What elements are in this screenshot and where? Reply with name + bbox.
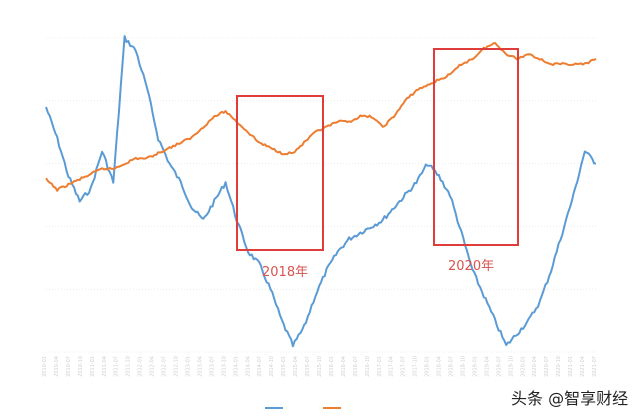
- x-tick-label: 2012-07: [162, 356, 168, 377]
- x-tick-label: 2013-04: [197, 356, 203, 377]
- x-tick-label: 2010-10: [78, 356, 84, 377]
- x-tick-label: 2017-10: [413, 356, 419, 377]
- x-tick-label: 2020-04: [532, 356, 538, 377]
- x-tick-label: 2014-10: [269, 356, 275, 377]
- x-tick-label: 2020-07: [544, 356, 550, 377]
- x-tick-label: 2014-04: [245, 356, 251, 377]
- series-lines: [45, 35, 597, 348]
- x-tick-label: 2021-04: [580, 356, 586, 377]
- x-tick-label: 2017-07: [401, 356, 407, 377]
- watermark-text: 头条 @智享财经: [511, 389, 628, 408]
- x-tick-label: 2015-10: [317, 356, 323, 377]
- highlight-box-2018: [236, 95, 324, 251]
- x-tick-label: 2016-07: [353, 356, 359, 377]
- x-tick-label: 2015-07: [305, 356, 311, 377]
- x-tick-label: 2019-04: [484, 356, 490, 377]
- x-tick-label: 2010-04: [54, 356, 60, 377]
- gridlines: [46, 37, 596, 353]
- x-tick-label: 2016-10: [365, 356, 371, 377]
- x-tick-label: 2012-10: [174, 356, 180, 377]
- x-tick-label: 2018-04: [437, 356, 443, 377]
- x-tick-label: 2016-01: [329, 356, 335, 377]
- x-tick-label: 2018-01: [425, 356, 431, 377]
- x-tick-label: 2013-10: [221, 356, 227, 377]
- x-tick-label: 2011-07: [114, 356, 120, 377]
- x-tick-label: 2021-07: [592, 356, 598, 377]
- x-tick-label: 2010-01: [42, 356, 48, 377]
- x-tick-label: 2012-04: [150, 356, 156, 377]
- x-tick-label: 2016-04: [341, 356, 347, 377]
- x-tick-label: 2019-01: [472, 356, 478, 377]
- x-tick-label: 2013-07: [209, 356, 215, 377]
- x-tick-label: 2011-04: [102, 356, 108, 377]
- x-tick-label: 2015-01: [281, 356, 287, 377]
- x-tick-label: 2011-01: [90, 356, 96, 377]
- x-tick-label: 2019-07: [496, 356, 502, 377]
- x-tick-label: 2019-10: [508, 356, 514, 377]
- x-tick-label: 2014-07: [257, 356, 263, 377]
- series-line-blue: [45, 35, 597, 348]
- annotation-label-2020: 2020年: [448, 259, 494, 274]
- x-tick-label: 2015-04: [293, 356, 299, 377]
- x-tick-label: 2011-10: [126, 356, 132, 377]
- x-tick-label: 2018-10: [460, 356, 466, 377]
- annotation-label-2018: 2018年: [262, 265, 308, 280]
- x-tick-label: 2020-01: [520, 356, 526, 377]
- x-tick-label: 2017-01: [377, 356, 383, 377]
- x-tick-label: 2021-01: [568, 356, 574, 377]
- x-tick-label: 2020-10: [556, 356, 562, 377]
- x-tick-label: 2010-07: [66, 356, 72, 377]
- x-tick-label: 2013-01: [185, 356, 191, 377]
- x-axis: 2010-01 2010-04 2010-07 2010-10 2011-01 2011-…: [42, 356, 598, 377]
- x-tick-label: 2017-04: [389, 356, 395, 377]
- series-line-orange: [45, 41, 597, 192]
- x-tick-label: 2014-01: [233, 356, 239, 377]
- highlight-box-2020: [433, 48, 519, 246]
- x-tick-label: 2018-07: [449, 356, 455, 377]
- x-tick-label: 2012-01: [138, 356, 144, 377]
